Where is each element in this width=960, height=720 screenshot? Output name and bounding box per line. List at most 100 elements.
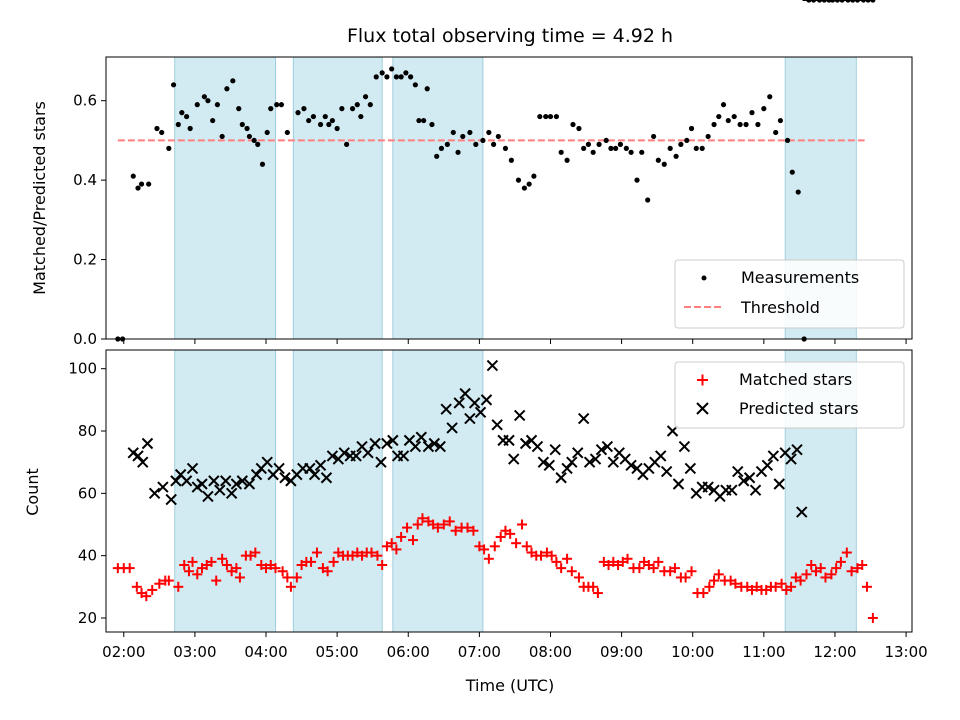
measurement-point — [596, 141, 602, 147]
matched-star-point — [366, 547, 377, 558]
matched-star-point — [124, 563, 135, 574]
measurement-point — [393, 74, 399, 80]
matched-star-point — [511, 538, 522, 549]
shaded-interval — [292, 56, 383, 340]
measurement-point — [384, 74, 390, 80]
predicted-star-point — [409, 440, 422, 453]
matched-star-point — [386, 538, 397, 549]
top-plot-frame — [105, 56, 913, 340]
measurement-point — [358, 113, 364, 120]
matched-star-point — [291, 572, 302, 583]
x-tick-label: 11:00 — [742, 643, 785, 661]
matched-star-point — [187, 556, 198, 567]
matched-star-point — [713, 569, 724, 580]
matched-star-point — [462, 522, 473, 533]
legend-measurements-label: Measurements — [741, 268, 859, 287]
measurement-point — [444, 141, 450, 147]
matched-star-point — [192, 569, 203, 580]
legend-matched-label: Matched stars — [739, 370, 852, 389]
measurement-point — [634, 177, 640, 183]
matched-star-point — [835, 556, 846, 567]
measurement-point — [295, 110, 301, 116]
matched-star-point — [592, 588, 603, 599]
measurement-point — [278, 102, 285, 108]
measurement-point — [731, 113, 737, 120]
predicted-star-point — [543, 459, 556, 471]
matched-star-point — [206, 556, 217, 567]
matched-star-point — [795, 575, 806, 586]
predicted-star-point — [214, 484, 226, 496]
predicted-star-point — [186, 462, 199, 475]
measurement-point — [170, 82, 177, 88]
measurement-point — [495, 133, 501, 140]
matched-star-point — [483, 553, 494, 564]
measurement-point — [486, 129, 492, 136]
measurement-point — [678, 141, 684, 147]
predicted-star-point — [308, 468, 321, 481]
measurement-point — [720, 102, 727, 108]
measurement-point — [334, 125, 340, 132]
measurement-point — [705, 133, 711, 140]
measurement-point — [655, 157, 661, 163]
measurement-point — [531, 173, 537, 179]
matched-star-point — [730, 578, 741, 589]
measurement-point — [639, 149, 645, 155]
measurement-point — [480, 137, 486, 144]
shaded-interval — [292, 349, 383, 633]
predicted-star-point — [589, 453, 602, 465]
measurement-point — [403, 70, 409, 76]
measurement-point — [389, 66, 395, 72]
measurement-point — [473, 141, 479, 147]
measurement-point — [581, 145, 587, 151]
predicted-star-point — [314, 459, 327, 471]
predicted-star-point — [732, 465, 744, 478]
measurement-point — [259, 161, 266, 167]
predicted-star-point — [531, 440, 544, 453]
matched-star-point — [402, 522, 413, 533]
matched-star-point — [861, 581, 872, 592]
measurement-point — [205, 98, 211, 104]
matched-star-point — [495, 531, 506, 542]
predicted-star-point — [381, 437, 393, 450]
legend-predicted-marker — [696, 402, 709, 415]
measurement-point — [373, 74, 379, 80]
measurement-point — [603, 137, 609, 144]
matched-star-point — [285, 581, 296, 592]
predicted-star-point — [369, 437, 381, 450]
measurement-point — [467, 129, 473, 136]
matched-star-point — [217, 553, 228, 564]
predicted-star-point — [141, 437, 154, 450]
predicted-star-point — [555, 472, 567, 484]
matched-star-point — [417, 513, 428, 524]
matched-star-point — [857, 560, 868, 571]
predicted-star-point — [338, 447, 350, 459]
predicted-star-point — [375, 456, 387, 468]
measurement-point — [166, 145, 172, 151]
matched-star-point — [221, 560, 232, 571]
y-tick-label: 0.0 — [73, 330, 97, 348]
predicted-star-point — [595, 444, 608, 456]
measurement-point — [749, 110, 755, 116]
matched-star-point — [867, 612, 878, 623]
measurement-point — [236, 106, 242, 112]
matched-star-point — [536, 550, 547, 561]
predicted-star-point — [468, 397, 481, 409]
legend-predicted-label: Predicted stars — [739, 399, 859, 418]
matched-star-point — [270, 563, 281, 574]
predicted-star-point — [607, 456, 620, 468]
shaded-interval — [392, 56, 484, 340]
measurement-point — [268, 106, 274, 112]
predicted-star-point — [387, 434, 399, 447]
matched-star-point — [686, 566, 697, 577]
predicted-star-point — [684, 462, 697, 475]
measurement-point — [564, 157, 570, 163]
matched-star-point — [131, 581, 142, 592]
measurement-point — [416, 117, 422, 124]
predicted-star-point — [261, 456, 273, 468]
matched-star-point — [841, 547, 852, 558]
predicted-star-point — [428, 437, 441, 450]
measurement-point — [645, 197, 651, 203]
measurement-point — [398, 74, 404, 80]
matched-star-point — [648, 563, 659, 574]
matched-star-point — [505, 528, 516, 539]
